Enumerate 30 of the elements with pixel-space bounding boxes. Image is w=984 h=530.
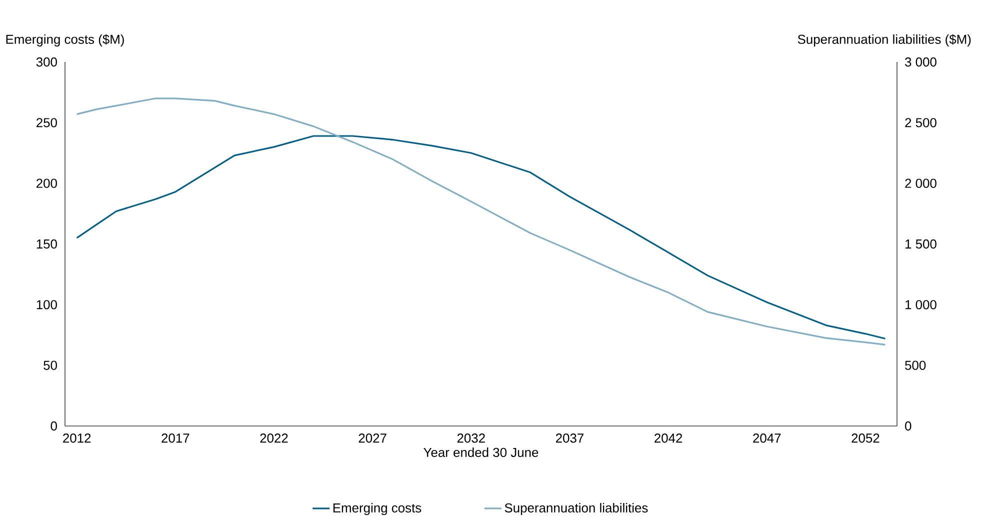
y2-axis-title: Superannuation liabilities ($M) (798, 34, 971, 46)
y-tick-label: 50 (44, 360, 57, 370)
y-tick-label: 150 (36, 239, 57, 249)
y-axis-title: Emerging costs ($M) (6, 34, 124, 46)
line-series (76, 98, 886, 346)
x-tick-label: 2037 (556, 434, 584, 443)
x-tick-label: 2052 (852, 434, 880, 443)
y2-tick-label: 1 000 (906, 300, 936, 310)
x-tick-label: 2022 (260, 434, 288, 443)
y-tick-label: 100 (36, 300, 57, 310)
x-axis-title: Year ended 30 June (424, 448, 538, 458)
y-tick-label: 250 (36, 118, 57, 128)
y-tick-label: 200 (36, 178, 57, 188)
legend-label: Superannuation liabilities (504, 502, 648, 516)
y2-tick-label: 2 500 (905, 118, 936, 128)
y2-tick-label: 1 500 (906, 239, 936, 249)
legend-label: Emerging costs (333, 502, 422, 516)
y2-tick-label: 3 000 (905, 57, 936, 67)
x-tick-label: 2042 (654, 434, 682, 443)
x-tick-label: 2027 (358, 434, 386, 443)
x-tick-label: 2012 (63, 434, 91, 443)
y-tick-label: 300 (36, 57, 57, 67)
x-tick-label: 2017 (162, 434, 190, 443)
x-tick-label: 2047 (753, 434, 781, 443)
line-series (76, 135, 886, 340)
y-tick-label: 0 (50, 421, 57, 431)
y2-tick-label: 0 (905, 421, 912, 431)
y2-tick-label: 2 000 (905, 178, 936, 188)
y2-tick-label: 500 (905, 360, 926, 370)
x-tick-label: 2032 (457, 434, 485, 443)
